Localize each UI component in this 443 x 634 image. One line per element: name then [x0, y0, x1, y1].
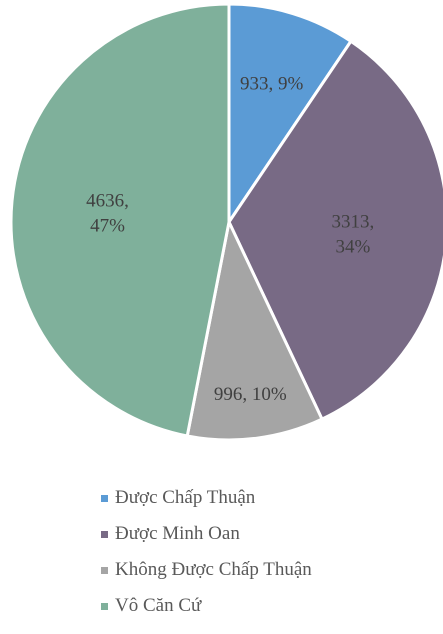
data-label: 4636, 47% [86, 190, 129, 236]
legend-label: Được Minh Oan [115, 523, 240, 544]
data-label: 3313, 34% [332, 211, 375, 257]
legend-item: Vô Căn Cứ [101, 588, 312, 624]
legend-swatch [101, 602, 108, 610]
legend-label: Vô Căn Cứ [115, 595, 202, 616]
legend-item: Được Minh Oan [101, 516, 312, 552]
data-label: 933, 9% [240, 73, 304, 94]
data-label: 996, 10% [214, 384, 287, 405]
legend-swatch [101, 530, 108, 538]
legend-label: Được Chấp Thuận [115, 487, 256, 508]
pie-slice [227, 39, 443, 421]
legend-swatch [101, 566, 108, 574]
pie-chart: 933, 9% 3313, 34% 996, 10% 4636, 47% [9, 2, 443, 442]
legend-item: Được Chấp Thuận [101, 480, 312, 516]
pie-slice [227, 2, 353, 224]
legend-swatch [101, 494, 108, 502]
legend: Được Chấp Thuận Được Minh Oan Không Được… [101, 480, 312, 624]
pie-slice [185, 220, 324, 442]
legend-label: Không Được Chấp Thuận [115, 559, 312, 580]
legend-item: Không Được Chấp Thuận [101, 552, 312, 588]
pie-slice [9, 2, 231, 438]
